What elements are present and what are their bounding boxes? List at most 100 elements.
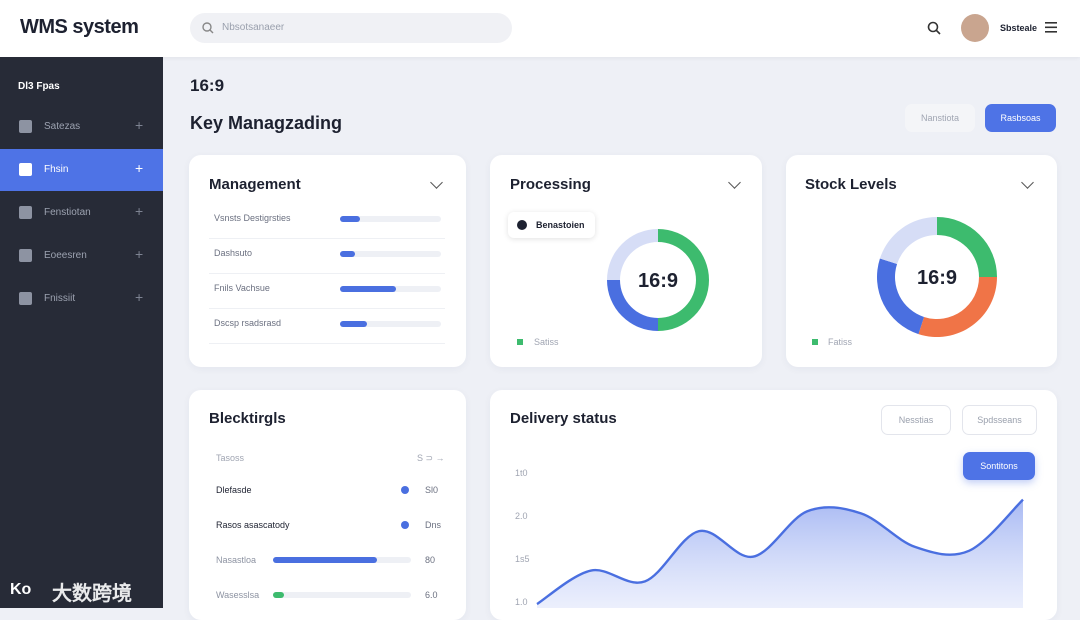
nav-label: Fenstiotan (44, 207, 91, 218)
menu-button[interactable] (1045, 22, 1057, 33)
expand-icon[interactable] (1021, 176, 1034, 189)
progress-track (273, 592, 411, 598)
donut-chart: 16:9 (607, 229, 709, 331)
stock-card: Stock Levels 16:9 Fatiss (786, 155, 1057, 367)
area-line (536, 498, 1024, 606)
area-chart: 1t0 2.0 1s5 1.0 (515, 468, 1024, 608)
filter-button[interactable]: Nesstias (881, 405, 951, 435)
nav-label: Satezas (44, 121, 81, 132)
action-button[interactable]: Sontitons (963, 452, 1035, 480)
avatar[interactable] (961, 14, 989, 42)
expand-icon[interactable] (728, 176, 741, 189)
nav-expand: + (135, 117, 144, 133)
search-icon (202, 22, 214, 34)
progress-bar (273, 557, 377, 563)
row-divider (209, 238, 445, 239)
progress-bar (340, 321, 368, 327)
donut-segment (937, 217, 997, 277)
donut-chart: 16:9 (877, 217, 997, 337)
filter-button[interactable]: Spdsseans (962, 405, 1037, 435)
legend-label: Fatiss (828, 337, 853, 347)
svg-text:Ko: Ko (10, 581, 32, 598)
watermark: 大数跨境 (52, 583, 132, 605)
progress-bar (340, 251, 356, 257)
progress-bar (340, 216, 361, 222)
processing-card: Processing Benastoien 16:9 Satiss (490, 155, 762, 367)
y-axis-label: 1s5 (515, 554, 530, 564)
status-icon (401, 486, 409, 494)
legend-label: Satiss (534, 337, 559, 347)
nav-item[interactable]: Satezas + (0, 106, 163, 148)
nav-item[interactable]: Fnissiit + (0, 278, 163, 320)
nav-icon (19, 163, 32, 176)
area-fill (537, 499, 1023, 608)
secondary-button[interactable]: Nanstiota (905, 104, 975, 132)
donut-segment (658, 229, 709, 331)
donut-segment (879, 217, 937, 265)
nav-label: Fnissiit (44, 293, 76, 304)
badge: Benastoien (508, 212, 595, 238)
progress-bar (340, 286, 396, 292)
row-label: Dlefasde (216, 485, 252, 495)
row-value: Dns (425, 520, 442, 530)
row-label: Dashsuto (214, 248, 253, 258)
nav-label: Eoeesren (44, 250, 87, 261)
y-axis-label: 2.0 (515, 511, 528, 521)
nav-expand: + (135, 289, 144, 305)
header: WMS system Nbsotsanaeer Sbsteale (0, 0, 1080, 57)
row-divider (209, 343, 445, 344)
nav-icon (19, 292, 32, 305)
nav-expand: + (135, 246, 144, 262)
row-label: Nasastloa (216, 555, 257, 565)
nav-expand: + (135, 160, 144, 176)
y-axis-label: 1.0 (515, 597, 528, 607)
donut-center: 16:9 (917, 267, 957, 289)
column-header: Tasoss (216, 453, 245, 463)
badge-text: Benastoien (536, 220, 585, 230)
row-divider (209, 273, 445, 274)
expand-icon[interactable] (430, 176, 443, 189)
row-value: 6.0 (425, 590, 438, 600)
progress-track (340, 216, 441, 222)
nav-item[interactable]: Fenstiotan + (0, 192, 163, 234)
progress-bar (273, 592, 285, 598)
card-title: Management (209, 176, 301, 193)
row-label: Dscsp rsadsrasd (214, 318, 282, 328)
page-ratio: 16:9 (190, 76, 225, 95)
nav-label: Fhsin (44, 164, 69, 175)
app-title: WMS system (20, 16, 139, 38)
nav-icon (19, 120, 32, 133)
row-label: Vsnsts Destigrsties (214, 213, 291, 223)
user-name[interactable]: Sbsteale (1000, 23, 1038, 33)
donut-segment (607, 229, 658, 280)
row-label: Rasos asascatody (216, 520, 290, 530)
column-header: S ⊃ → (417, 453, 445, 463)
card-title: Blecktirgls (209, 410, 286, 427)
row-label: Wasesslsa (216, 590, 260, 600)
primary-button[interactable]: Rasbsoas (985, 104, 1056, 132)
card-title: Stock Levels (805, 176, 897, 193)
search-box[interactable]: Nbsotsanaeer (190, 13, 512, 43)
page-title: Key Managzading (190, 113, 343, 133)
status-icon (401, 521, 409, 529)
progress-track (340, 251, 441, 257)
delivery-card: Delivery status Nesstias Spdsseans Sonti… (490, 390, 1057, 620)
nav-expand: + (135, 203, 144, 219)
donut-segment (877, 258, 925, 335)
sidebar (0, 57, 163, 608)
blocks-card: Blecktirgls Tasoss S ⊃ → Dlefasde Sl0 Raso… (189, 390, 466, 620)
donut-segment (607, 280, 658, 331)
nav-item[interactable]: Fhsin + (0, 149, 163, 191)
y-axis-label: 1t0 (515, 468, 528, 478)
row-divider (209, 308, 445, 309)
row-value: 80 (425, 555, 436, 565)
management-card: Management Vsnsts Destigrsties Dashsuto Fn… (189, 155, 466, 367)
nav-item[interactable]: Eoeesren + (0, 235, 163, 277)
row-label: Fnils Vachsue (214, 283, 270, 293)
sidebar-heading: Dl3 Fpas (18, 81, 60, 92)
search-placeholder: Nbsotsanaeer (222, 22, 285, 33)
search-button[interactable] (927, 21, 941, 35)
watermark-logo: Ko (10, 581, 32, 598)
card-title: Delivery status (510, 410, 617, 427)
